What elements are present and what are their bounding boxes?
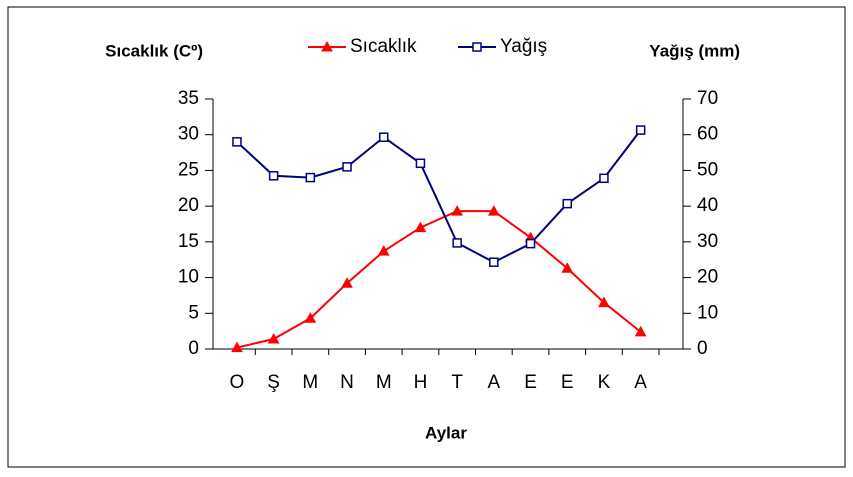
point xyxy=(452,238,462,248)
x-tick-label: E xyxy=(561,372,574,393)
point xyxy=(598,296,610,308)
y-tick-label: 15 xyxy=(178,231,199,252)
y-tick-label: 5 xyxy=(188,302,199,323)
y-tick-label: 20 xyxy=(178,195,199,216)
x-tick-label: Ş xyxy=(267,372,280,393)
x-tick-label: E xyxy=(524,372,537,393)
point xyxy=(451,205,463,216)
point xyxy=(341,277,353,288)
point xyxy=(232,137,242,147)
y-axis-title: Sıcaklık (Cº) xyxy=(105,41,203,60)
y2-tick-label: 0 xyxy=(697,338,708,359)
point xyxy=(267,332,280,344)
y-tick-label: 35 xyxy=(178,88,199,109)
x-axis-title: Aylar xyxy=(425,423,467,442)
chart-frame xyxy=(7,6,846,468)
point xyxy=(342,162,352,172)
y-tick-label: 10 xyxy=(178,267,199,288)
x-tick-label: M xyxy=(302,372,318,393)
point xyxy=(525,238,536,249)
legend-label: Sıcaklık xyxy=(350,36,417,57)
point xyxy=(305,172,316,183)
point xyxy=(561,262,574,273)
x-tick-label: H xyxy=(414,372,428,393)
point xyxy=(377,245,390,256)
point xyxy=(379,132,389,142)
y2-tick-label: 40 xyxy=(697,195,718,216)
y2-tick-label: 20 xyxy=(697,267,718,288)
point xyxy=(304,312,317,323)
y2-tick-label: 70 xyxy=(697,88,718,109)
x-tick-label: T xyxy=(451,372,463,393)
point xyxy=(472,42,482,52)
y-tick-label: 30 xyxy=(178,124,199,145)
y2-axis-title: Yağış (mm) xyxy=(649,41,740,60)
y-tick-label: 0 xyxy=(188,338,199,359)
series-line xyxy=(236,210,642,349)
point xyxy=(231,341,243,353)
point xyxy=(488,205,500,216)
x-tick-label: A xyxy=(634,372,647,393)
y-tick-label: 25 xyxy=(178,159,199,180)
y2-tick-label: 60 xyxy=(697,124,718,145)
point xyxy=(634,325,647,337)
x-tick-label: K xyxy=(598,372,611,393)
y2-tick-label: 30 xyxy=(697,231,718,252)
y2-tick-label: 10 xyxy=(697,302,718,323)
series-line xyxy=(236,129,642,264)
x-tick-label: M xyxy=(376,372,392,393)
point xyxy=(489,257,499,267)
point xyxy=(635,125,646,135)
point xyxy=(268,171,279,181)
y2-tick-label: 50 xyxy=(697,159,718,180)
x-tick-label: N xyxy=(340,372,354,393)
point xyxy=(415,158,426,169)
x-tick-label: O xyxy=(230,372,245,393)
point xyxy=(414,221,427,233)
legend-label: Yağış xyxy=(500,36,547,57)
x-tick-label: A xyxy=(488,372,501,393)
point xyxy=(599,173,609,184)
point xyxy=(562,198,572,209)
point xyxy=(321,40,333,52)
